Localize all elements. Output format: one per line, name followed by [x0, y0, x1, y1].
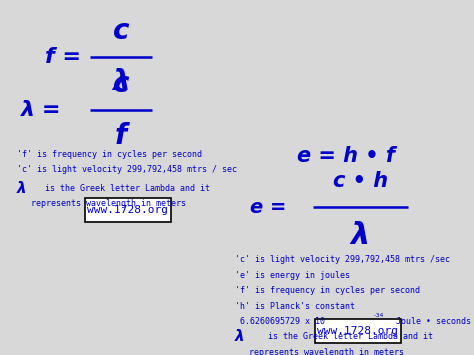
Text: -34: -34: [373, 313, 384, 318]
Text: e =: e =: [250, 197, 287, 217]
Text: c: c: [113, 71, 129, 98]
Text: 'h' is Planck's constant: 'h' is Planck's constant: [235, 302, 355, 311]
Text: 'c' is light velocity 299,792,458 mtrs / sec: 'c' is light velocity 299,792,458 mtrs /…: [17, 165, 237, 174]
Text: www.1728.org: www.1728.org: [88, 205, 168, 215]
Text: represents wavelength in meters: represents wavelength in meters: [31, 199, 186, 208]
Text: Joule • seconds: Joule • seconds: [386, 317, 471, 326]
FancyBboxPatch shape: [315, 319, 401, 344]
Text: is the Greek letter Lambda and it: is the Greek letter Lambda and it: [40, 184, 210, 193]
FancyBboxPatch shape: [85, 198, 171, 222]
Text: λ: λ: [351, 221, 370, 250]
Text: c: c: [113, 17, 129, 45]
Text: f =: f =: [45, 47, 81, 67]
Text: is the Greek letter Lambda and it: is the Greek letter Lambda and it: [258, 332, 433, 342]
Text: e = h • f: e = h • f: [297, 146, 395, 166]
Text: represents wavelength in meters: represents wavelength in meters: [249, 348, 404, 355]
Text: 'f' is frequency in cycles per second: 'f' is frequency in cycles per second: [235, 286, 419, 295]
Text: 'f' is frequency in cycles per second: 'f' is frequency in cycles per second: [17, 150, 201, 159]
Text: 'c' is light velocity 299,792,458 mtrs /sec: 'c' is light velocity 299,792,458 mtrs /…: [235, 255, 450, 264]
Text: 6.6260695729 x 10: 6.6260695729 x 10: [235, 317, 325, 326]
Text: λ: λ: [17, 181, 26, 196]
Text: www.1728.org: www.1728.org: [318, 326, 398, 337]
Text: f: f: [115, 122, 127, 149]
Text: 'e' is energy in joules: 'e' is energy in joules: [235, 271, 350, 280]
Text: λ =: λ =: [21, 100, 62, 120]
Text: λ: λ: [112, 69, 129, 96]
Text: λ: λ: [235, 329, 244, 344]
Text: c • h: c • h: [333, 171, 388, 191]
